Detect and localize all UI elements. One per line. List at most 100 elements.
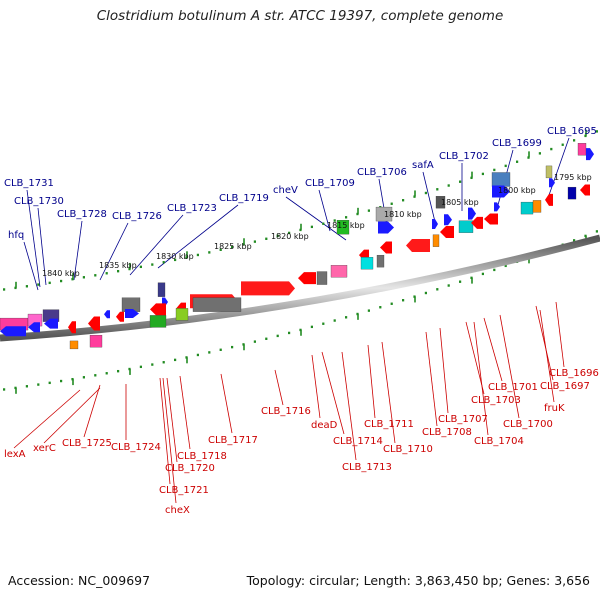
- tick-dot: [390, 202, 393, 205]
- tick-dot: [151, 263, 154, 266]
- tick-dot: [504, 264, 507, 268]
- tick-dot: [333, 219, 336, 222]
- tick-dot: [196, 253, 199, 257]
- tick-dot: [105, 372, 108, 375]
- tick-dot: [595, 130, 598, 133]
- gene-arrow: [150, 303, 166, 316]
- tick-dot: [390, 302, 393, 305]
- gene-arrow: [444, 214, 452, 226]
- gene-arrow: [44, 318, 58, 329]
- leader-line: [285, 196, 347, 241]
- gene-label: CLB_1723: [167, 203, 217, 214]
- tick-dot: [310, 225, 313, 229]
- gene-label: CLB_1711: [364, 419, 414, 430]
- gene-arrow: [88, 316, 100, 331]
- gene-label: CLB_1718: [177, 451, 227, 462]
- tick-dot: [356, 212, 359, 216]
- gene-label: cheV: [273, 185, 298, 196]
- gene-feature: [175, 308, 189, 321]
- gene-feature: [69, 340, 79, 350]
- kbp-label: 1825 kbp: [214, 242, 252, 251]
- gene-feature: [520, 201, 534, 215]
- tick-dot: [219, 348, 222, 351]
- gene-arrow: [432, 219, 438, 230]
- leader-line: [73, 220, 83, 281]
- tick-dot: [94, 374, 97, 377]
- tick-dot: [573, 139, 576, 142]
- leader-line: [555, 301, 565, 368]
- gene-feature: [360, 257, 374, 270]
- kbp-label: 1820 kbp: [271, 232, 309, 241]
- tick-dot: [208, 351, 211, 354]
- gene-feature: [435, 196, 446, 209]
- gene-arrow: [298, 272, 316, 285]
- gene-label: CLB_1708: [422, 427, 472, 438]
- leader-line: [83, 384, 101, 438]
- tick-dot: [231, 245, 234, 249]
- genome-backbone: [0, 234, 600, 342]
- tick-dot: [219, 248, 222, 251]
- tick-dot: [37, 383, 40, 386]
- leader-line: [422, 171, 437, 227]
- gene-arrow: [471, 216, 483, 229]
- gene-feature: [458, 220, 474, 233]
- kbp-label: 1810 kbp: [384, 210, 422, 219]
- tick-dot: [459, 180, 462, 183]
- gene-arrow: [468, 207, 476, 220]
- leader-line: [274, 369, 284, 406]
- gene-arrow: [484, 213, 498, 225]
- leader-line: [99, 222, 129, 281]
- tick-dot: [345, 316, 348, 319]
- tick-dot: [573, 239, 576, 242]
- gene-label: CLB_1700: [503, 419, 553, 430]
- tick-dot: [550, 147, 553, 151]
- gene-feature: [491, 172, 511, 187]
- tick-dot: [48, 381, 51, 385]
- gene-arrow: [580, 184, 590, 196]
- leader-line: [539, 309, 555, 403]
- tick-dot: [333, 319, 336, 322]
- tick-dot: [379, 306, 382, 309]
- gene-label: CLB_1704: [474, 436, 524, 447]
- tick-dot: [504, 164, 507, 168]
- tick-dot: [25, 285, 28, 288]
- gene-label: safA: [412, 160, 434, 171]
- gene-feature: [316, 271, 328, 285]
- gene-arrow: [378, 221, 394, 234]
- tick-dot: [105, 272, 108, 275]
- leader-line: [483, 317, 503, 382]
- gene-label: CLB_1701: [488, 382, 538, 393]
- tick-dot: [470, 176, 473, 180]
- leader-line: [179, 375, 191, 450]
- tick-dot: [402, 199, 405, 202]
- tick-dot: [447, 184, 450, 187]
- gene-arrow: [492, 185, 510, 198]
- tick-dot: [82, 276, 85, 279]
- gene-label: CLB_1717: [208, 435, 258, 446]
- gene-label: deaD: [311, 420, 338, 431]
- leader-line: [159, 377, 171, 485]
- leader-line: [311, 354, 321, 419]
- kbp-label: 1830 kbp: [156, 252, 194, 261]
- leader-line: [43, 387, 101, 444]
- tick-dot: [3, 288, 6, 291]
- gene-feature: [577, 143, 587, 156]
- tick-dot: [71, 277, 74, 281]
- tick-dot: [139, 365, 142, 369]
- tick-dot: [322, 222, 325, 225]
- gene-features: [0, 143, 594, 350]
- leader-line: [341, 351, 357, 461]
- gene-label: CLB_1719: [219, 193, 269, 204]
- kbp-label: 1795 kbp: [554, 173, 592, 182]
- tick-dot: [288, 331, 291, 335]
- leader-line: [381, 341, 396, 444]
- kbp-label: 1835 kbp: [99, 261, 137, 270]
- tick-dot: [162, 361, 165, 364]
- tick-dot: [367, 209, 370, 212]
- gene-label: CLB_1697: [540, 381, 590, 392]
- tick-dot: [48, 281, 51, 285]
- gene-label: CLB_1696: [549, 368, 599, 379]
- tick-dot: [265, 337, 268, 340]
- leader-line: [499, 314, 520, 419]
- kbp-labels: 1840 kbp 1835 kbp 1830 kbp 1825 kbp 1820…: [42, 173, 592, 278]
